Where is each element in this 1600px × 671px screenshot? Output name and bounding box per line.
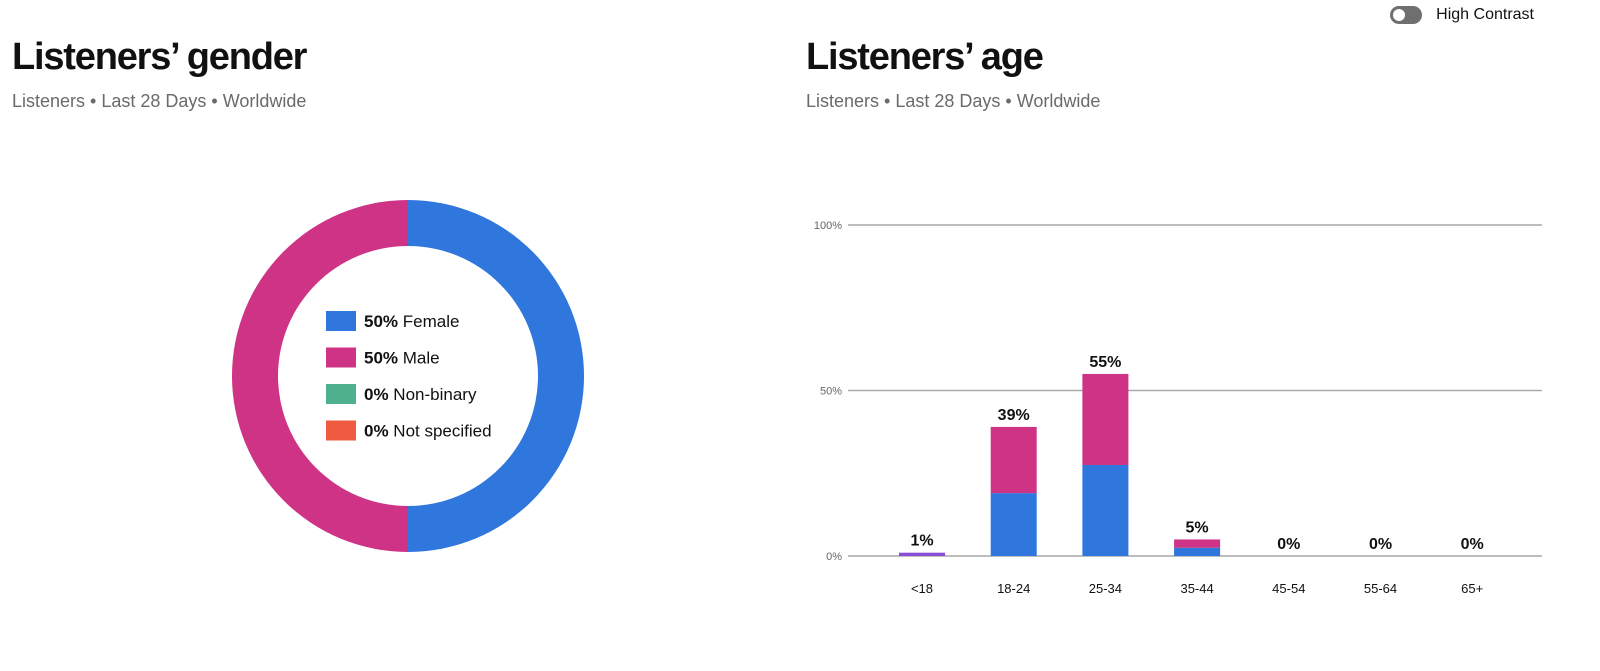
- x-tick-label: 25-34: [1089, 581, 1122, 596]
- legend-category-male: Male: [398, 349, 440, 368]
- bar-male-1824: [990, 426, 1037, 494]
- high-contrast-label: High Contrast: [1436, 6, 1534, 23]
- bar-total-label: 1%: [910, 533, 933, 550]
- legend-label-non-binary: 0% Non-binary: [364, 385, 477, 404]
- legend-value-female: 50%: [364, 312, 398, 331]
- legend-value-not-specified: 0%: [364, 422, 389, 441]
- bar-total-label: 0%: [1369, 536, 1392, 553]
- gender-subtitle: Listeners • Last 28 Days • Worldwide: [12, 91, 307, 111]
- x-tick-label: 65+: [1461, 581, 1483, 596]
- legend-value-non-binary: 0%: [364, 385, 389, 404]
- x-tick-label: <18: [911, 581, 933, 596]
- bar-female-3544: [1174, 547, 1221, 556]
- legend-value-male: 50%: [364, 349, 398, 368]
- y-tick-label: 50%: [820, 386, 842, 398]
- bar-female-1824: [990, 493, 1037, 556]
- legend-category-not-specified: Not specified: [389, 422, 492, 441]
- bar-total-label: 0%: [1461, 536, 1484, 553]
- age-panel: Listeners’ age Listeners • Last 28 Days …: [800, 0, 1600, 671]
- x-tick-label: 35-44: [1180, 581, 1213, 596]
- high-contrast-toggle[interactable]: [1390, 6, 1423, 24]
- donut-slice-female: [408, 200, 584, 552]
- legend-category-female: Female: [398, 312, 459, 331]
- bar-total-label: 0%: [1277, 536, 1300, 553]
- toggle-knob: [1393, 9, 1406, 21]
- legend-category-non-binary: Non-binary: [389, 385, 477, 404]
- y-tick-label: 0%: [826, 551, 842, 563]
- gender-panel: Listeners’ gender Listeners • Last 28 Da…: [12, 36, 584, 552]
- y-tick-label: 100%: [814, 220, 842, 232]
- bar-total-label: 55%: [1089, 354, 1121, 371]
- gender-title: Listeners’ gender: [12, 36, 307, 78]
- age-title: Listeners’ age: [806, 36, 1044, 78]
- bar-male-3544: [1174, 539, 1221, 548]
- donut-slice-male: [232, 200, 408, 552]
- bar-female-2534: [1082, 464, 1129, 556]
- legend-swatch-male: [326, 347, 356, 368]
- x-tick-label: 55-64: [1364, 581, 1397, 596]
- legend-label-not-specified: 0% Not specified: [364, 422, 492, 441]
- high-contrast-toggle-group: High Contrast: [1390, 6, 1534, 24]
- age-subtitle: Listeners • Last 28 Days • Worldwide: [806, 91, 1101, 111]
- bar-total-label: 5%: [1186, 519, 1209, 536]
- legend-label-male: 50% Male: [364, 349, 440, 368]
- legend-swatch-non-binary: [326, 384, 356, 404]
- legend-swatch-female: [326, 311, 356, 331]
- legend-label-female: 50% Female: [364, 312, 459, 331]
- bar-male-2534: [1082, 373, 1129, 465]
- x-tick-label: 45-54: [1272, 581, 1305, 596]
- x-tick-label: 18-24: [997, 581, 1030, 596]
- bar-18: [899, 552, 945, 556]
- bar-total-label: 39%: [998, 407, 1030, 424]
- legend-swatch-not-specified: [326, 420, 356, 441]
